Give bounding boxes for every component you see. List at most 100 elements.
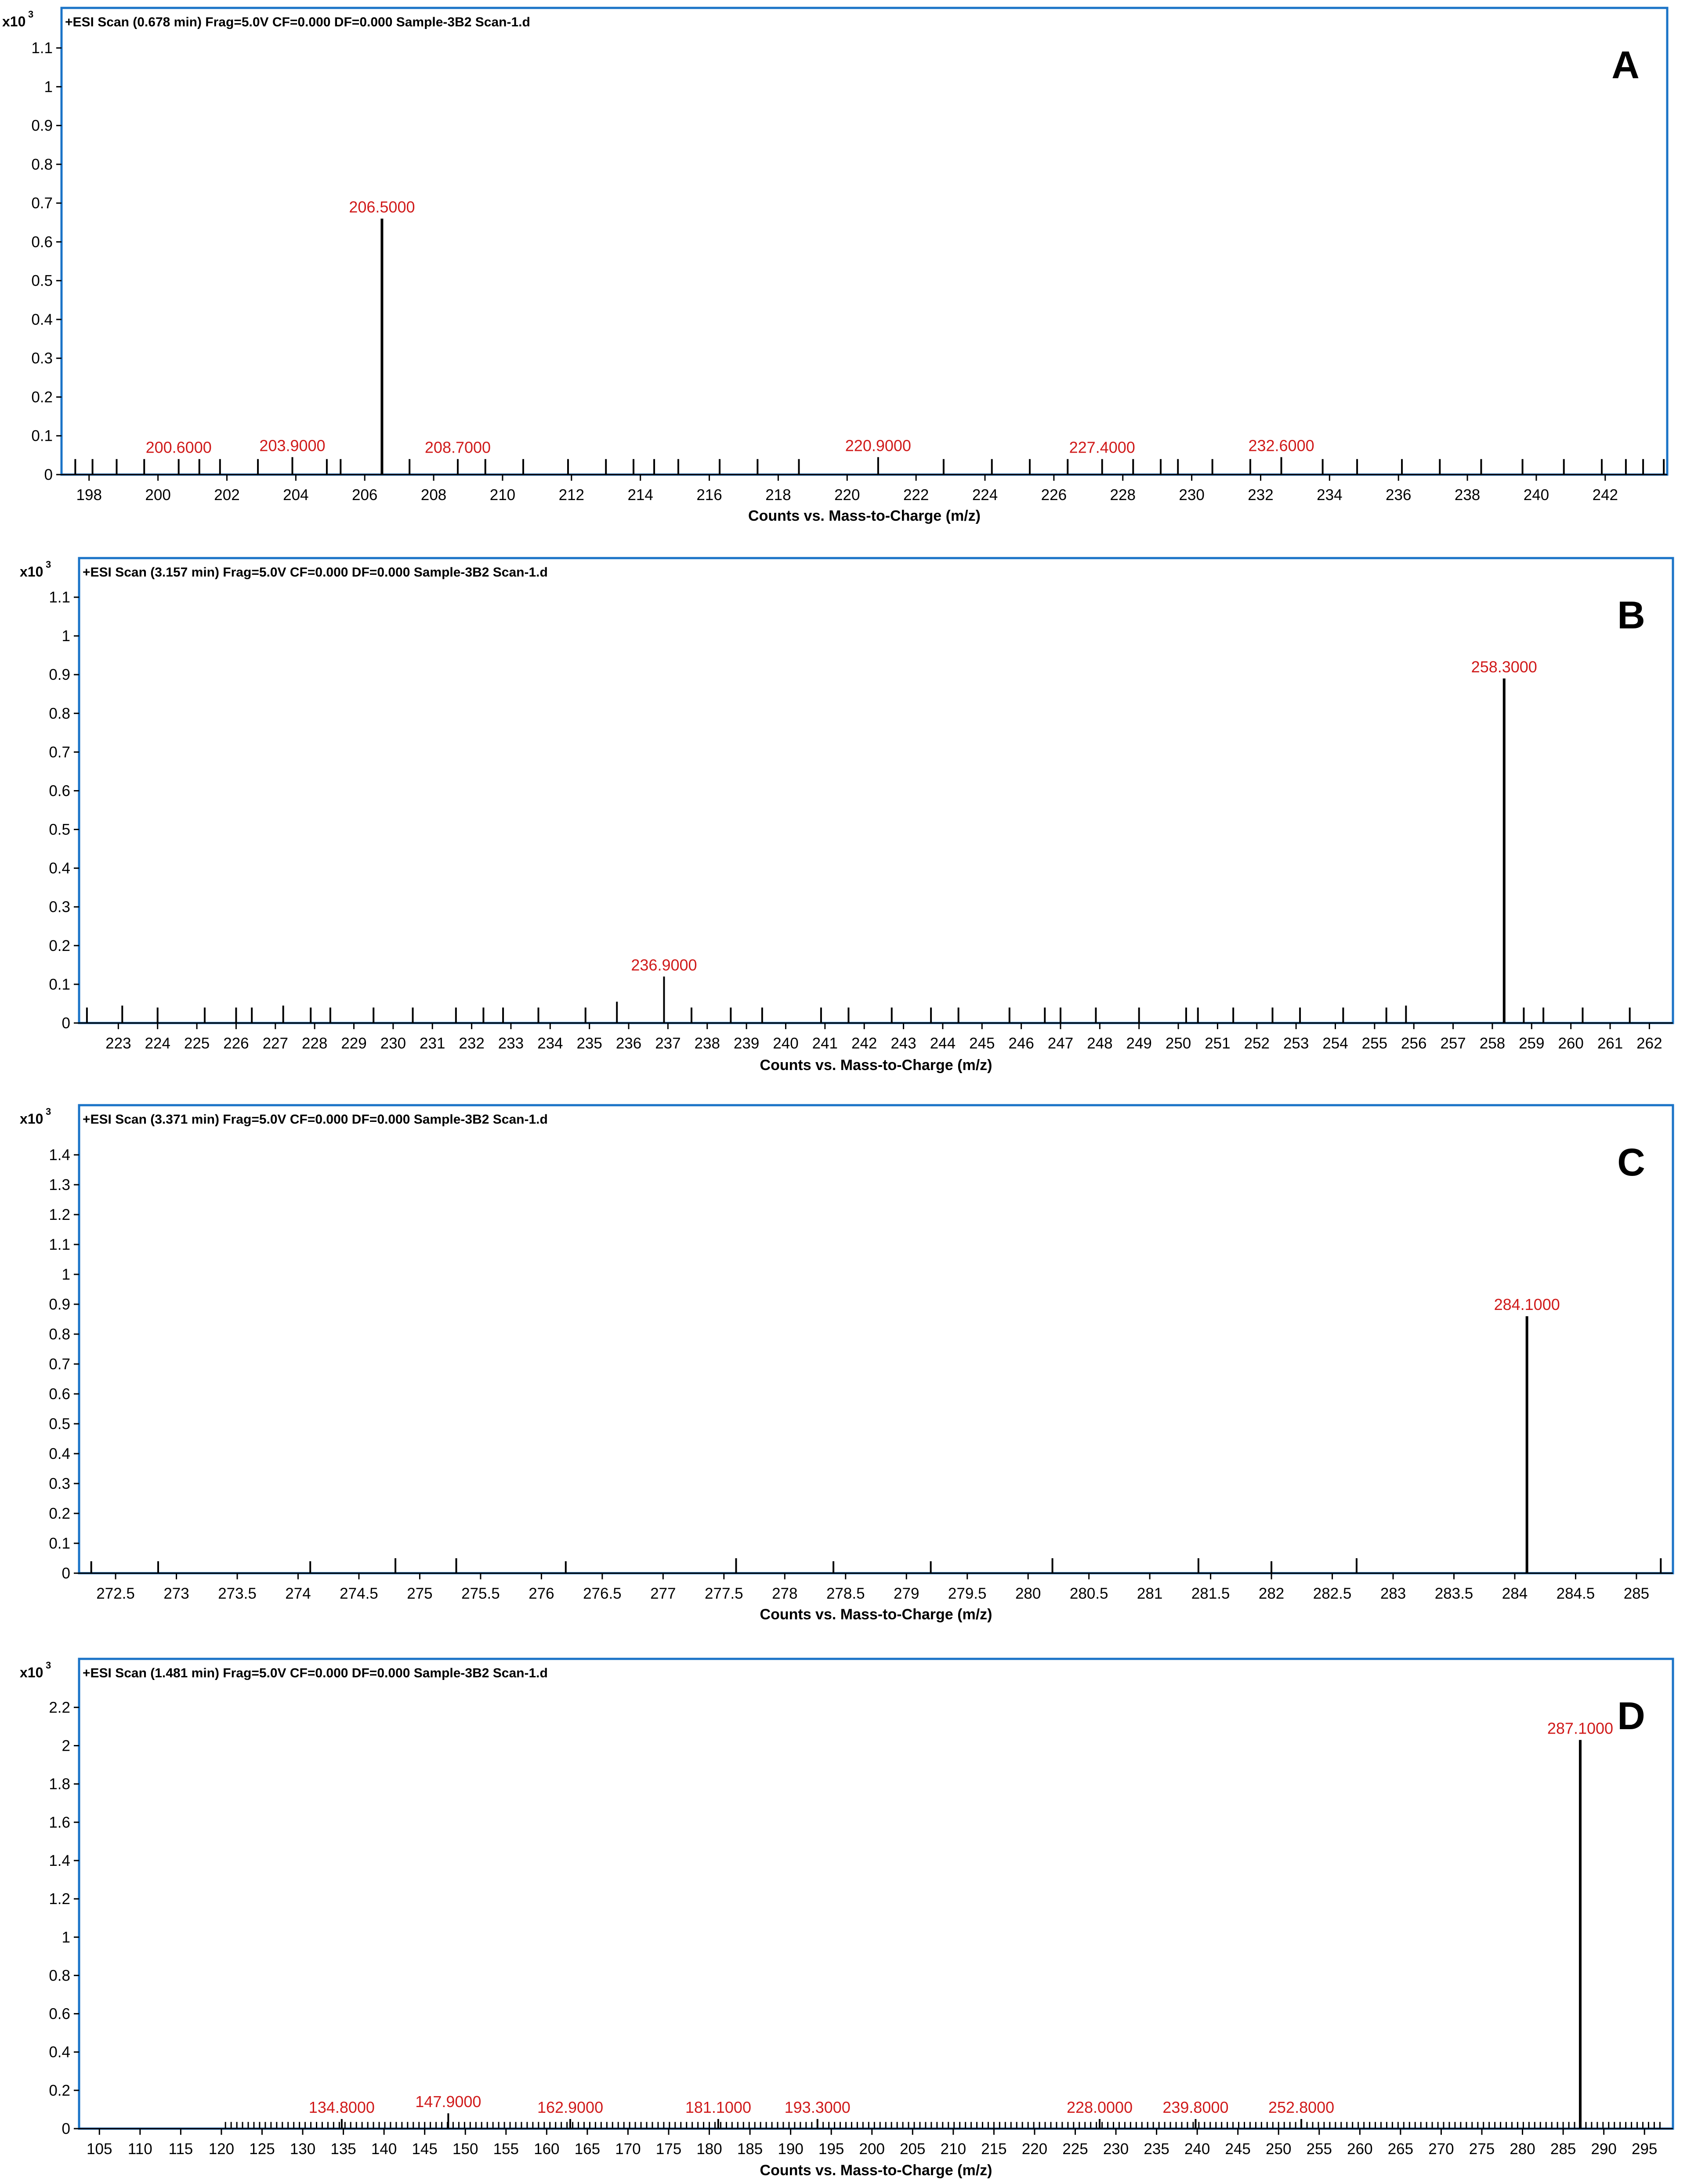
x-tick-label: 241 <box>812 1035 838 1052</box>
y-tick-label: 0 <box>62 2120 70 2137</box>
x-axis-title: Counts vs. Mass-to-Charge (m/z) <box>760 1057 992 1074</box>
peak-label: 287.1000 <box>1547 1719 1613 1737</box>
x-tick-label: 273 <box>163 1585 189 1602</box>
x-tick-label: 215 <box>981 2140 1006 2158</box>
y-multiplier-exponent: 3 <box>46 1106 51 1117</box>
peak-label: 228.0000 <box>1067 2098 1133 2116</box>
x-tick-label: 195 <box>818 2140 844 2158</box>
x-tick-label: 260 <box>1347 2140 1372 2158</box>
y-tick-label: 0.8 <box>49 705 70 722</box>
y-tick-label: 1 <box>62 628 70 645</box>
y-multiplier: x10 3 <box>20 1660 51 1680</box>
panel-letter: D <box>1617 1694 1645 1738</box>
x-tick-label: 234 <box>537 1035 563 1052</box>
x-tick-label: 276.5 <box>583 1585 622 1602</box>
x-tick-label: 245 <box>969 1035 995 1052</box>
x-tick-label: 275 <box>407 1585 432 1602</box>
x-tick-label: 265 <box>1388 2140 1413 2158</box>
y-tick-label: 1.2 <box>49 1890 70 1908</box>
x-tick-label: 242 <box>851 1035 877 1052</box>
peak-label: 252.8000 <box>1268 2098 1334 2116</box>
x-tick-label: 212 <box>559 486 584 504</box>
x-tick-label: 270 <box>1428 2140 1454 2158</box>
x-tick-label: 200 <box>859 2140 885 2158</box>
x-tick-label: 260 <box>1558 1035 1583 1052</box>
x-tick-label: 282.5 <box>1313 1585 1352 1602</box>
x-tick-label: 140 <box>371 2140 397 2158</box>
y-multiplier-base: x10 <box>20 1111 43 1127</box>
peak-label: 193.3000 <box>785 2098 851 2116</box>
x-tick-label: 272.5 <box>96 1585 135 1602</box>
x-tick-label: 239 <box>734 1035 759 1052</box>
x-tick-label: 278.5 <box>826 1585 865 1602</box>
x-tick-label: 130 <box>290 2140 315 2158</box>
x-tick-label: 226 <box>223 1035 249 1052</box>
y-tick-label: 0.8 <box>31 156 53 173</box>
y-tick-label: 0.5 <box>49 1415 70 1433</box>
panel-letter: A <box>1611 43 1640 87</box>
x-tick-label: 280.5 <box>1070 1585 1108 1602</box>
y-tick-label: 1.1 <box>31 40 53 57</box>
x-tick-label: 249 <box>1126 1035 1152 1052</box>
x-tick-label: 255 <box>1362 1035 1387 1052</box>
y-tick-label: 0.6 <box>49 782 70 799</box>
x-tick-label: 235 <box>576 1035 602 1052</box>
x-tick-label: 246 <box>1008 1035 1034 1052</box>
x-tick-label: 145 <box>412 2140 437 2158</box>
y-multiplier-base: x10 <box>20 1665 43 1680</box>
peak-label: 147.9000 <box>415 2093 481 2111</box>
peak-label: 203.9000 <box>259 436 325 454</box>
y-tick-label: 0.6 <box>31 233 53 250</box>
peak-label: 232.6000 <box>1248 436 1314 454</box>
x-tick-label: 253 <box>1283 1035 1309 1052</box>
y-tick-label: 0.9 <box>31 117 53 134</box>
x-axis-title: Counts vs. Mass-to-Charge (m/z) <box>760 1606 992 1623</box>
x-tick-label: 227 <box>263 1035 288 1052</box>
peak-label: 181.1000 <box>685 2098 751 2116</box>
x-tick-label: 273.5 <box>218 1585 257 1602</box>
x-tick-label: 255 <box>1307 2140 1332 2158</box>
peak-label: 258.3000 <box>1471 658 1537 676</box>
x-tick-label: 244 <box>930 1035 956 1052</box>
x-tick-label: 278 <box>772 1585 797 1602</box>
x-tick-label: 170 <box>615 2140 641 2158</box>
y-multiplier: x10 3 <box>2 9 33 29</box>
peak-label: 236.9000 <box>631 956 697 974</box>
y-tick-label: 1.4 <box>49 1146 70 1164</box>
y-tick-label: 0.5 <box>31 272 53 290</box>
x-tick-label: 230 <box>380 1035 406 1052</box>
x-tick-label: 160 <box>534 2140 559 2158</box>
x-axis-title: Counts vs. Mass-to-Charge (m/z) <box>748 508 981 524</box>
x-tick-label: 283.5 <box>1435 1585 1473 1602</box>
y-tick-label: 0.9 <box>49 666 70 683</box>
x-tick-label: 236 <box>616 1035 641 1052</box>
y-tick-label: 1.8 <box>49 1776 70 1793</box>
y-tick-label: 1.1 <box>49 589 70 606</box>
x-tick-label: 281 <box>1137 1585 1162 1602</box>
x-tick-label: 180 <box>696 2140 722 2158</box>
y-tick-label: 0 <box>44 466 53 483</box>
y-multiplier: x10 3 <box>20 559 51 580</box>
y-tick-label: 0 <box>62 1565 70 1582</box>
y-tick-label: 1 <box>44 78 53 95</box>
y-tick-label: 0.9 <box>49 1296 70 1313</box>
y-tick-label: 0.2 <box>49 1505 70 1522</box>
x-tick-label: 245 <box>1225 2140 1251 2158</box>
x-tick-label: 110 <box>128 2140 152 2158</box>
x-tick-label: 225 <box>184 1035 210 1052</box>
x-tick-label: 290 <box>1591 2140 1616 2158</box>
x-tick-label: 234 <box>1317 486 1342 504</box>
y-tick-label: 0.7 <box>49 1356 70 1373</box>
x-tick-label: 185 <box>737 2140 763 2158</box>
scan-header: +ESI Scan (3.157 min) Frag=5.0V CF=0.000… <box>83 565 548 580</box>
spectrum-panel-d: +ESI Scan (1.481 min) Frag=5.0V CF=0.000… <box>20 1658 1674 2179</box>
x-tick-label: 280 <box>1510 2140 1535 2158</box>
x-tick-label: 295 <box>1632 2140 1657 2158</box>
y-tick-label: 0.2 <box>49 2082 70 2099</box>
x-tick-label: 279.5 <box>948 1585 987 1602</box>
x-tick-label: 240 <box>1184 2140 1210 2158</box>
x-tick-label: 238 <box>695 1035 720 1052</box>
y-tick-label: 0.5 <box>49 821 70 838</box>
x-tick-label: 204 <box>283 486 308 504</box>
